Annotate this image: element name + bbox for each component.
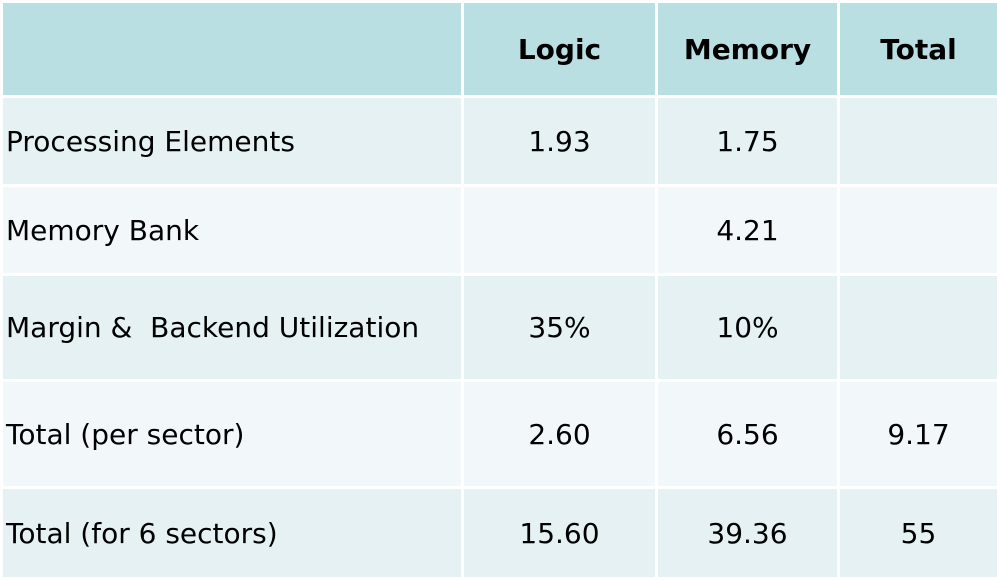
cell: 10% [658,276,837,379]
cell [840,187,997,273]
cell [840,98,997,184]
header-cell [3,3,461,95]
header-cell: Logic [464,3,655,95]
table-row: Total (for 6 sectors) 15.60 39.36 55 [3,489,997,577]
cell: 55 [840,489,997,577]
cell: 9.17 [840,382,997,486]
table-row: Processing Elements 1.93 1.75 [3,98,997,184]
cell: 15.60 [464,489,655,577]
table-row: Total (per sector) 2.60 6.56 9.17 [3,382,997,486]
cell: 35% [464,276,655,379]
row-label: Processing Elements [3,98,461,184]
row-label: Memory Bank [3,187,461,273]
header-cell: Memory [658,3,837,95]
table-row: Memory Bank 4.21 [3,187,997,273]
cell [464,187,655,273]
table-row: Margin & Backend Utilization 35% 10% [3,276,997,379]
cell [840,276,997,379]
cell: 1.75 [658,98,837,184]
row-label: Total (per sector) [3,382,461,486]
header-cell: Total [840,3,997,95]
row-label: Margin & Backend Utilization [3,276,461,379]
cell: 6.56 [658,382,837,486]
header-row: Logic Memory Total [3,3,997,95]
cell: 39.36 [658,489,837,577]
cell: 4.21 [658,187,837,273]
cell: 1.93 [464,98,655,184]
row-label: Total (for 6 sectors) [3,489,461,577]
cell: 2.60 [464,382,655,486]
